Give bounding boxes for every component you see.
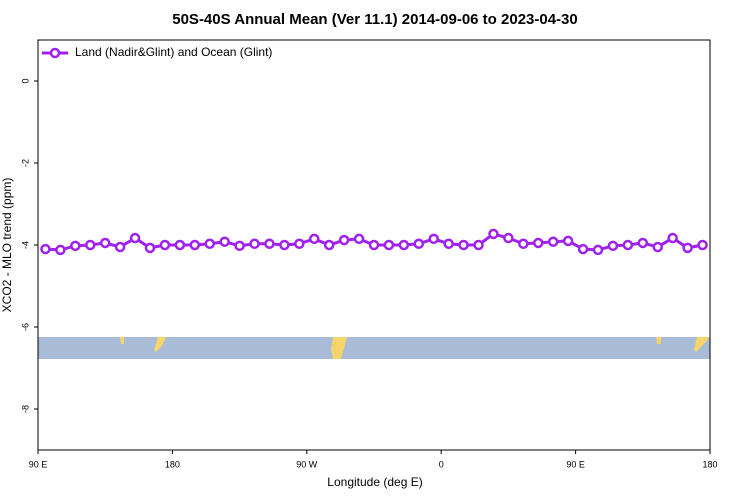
y-tick-label: -6 [20, 323, 30, 331]
map-strip [38, 337, 710, 359]
data-point [204, 238, 215, 250]
data-point [368, 239, 380, 251]
y-tick-label: -8 [20, 405, 30, 413]
data-point [458, 239, 469, 251]
data-point [443, 238, 454, 250]
data-point [652, 241, 663, 253]
data-point [592, 244, 604, 256]
data-point [518, 238, 529, 250]
data-point [144, 242, 156, 254]
data-point [279, 239, 290, 251]
y-axis-label: XCO2 - MLO trend (ppm) [0, 178, 14, 313]
legend: Land (Nadir&Glint) and Ocean (Glint) [42, 45, 272, 59]
x-tick-label: 90 E [566, 459, 585, 469]
data-point [533, 237, 544, 249]
data-point [40, 243, 51, 255]
ocean-strip [38, 337, 710, 359]
data-point [249, 238, 260, 250]
data-point [264, 238, 275, 250]
y-tick-label: -2 [20, 159, 30, 167]
data-point [114, 241, 126, 253]
data-point [697, 239, 708, 251]
data-point [353, 233, 365, 245]
data-point [338, 234, 350, 246]
data-point [189, 239, 201, 251]
data-point [70, 240, 81, 252]
data-point [99, 237, 111, 249]
x-tick-label: 90 E [29, 459, 48, 469]
y-tick-label: -4 [20, 241, 30, 249]
data-point [413, 238, 425, 250]
data-point [129, 232, 141, 244]
data-point [234, 240, 245, 252]
data-point [607, 240, 619, 252]
data-point [503, 232, 514, 244]
data-point [682, 242, 693, 254]
data-point [174, 239, 186, 251]
data-point [294, 238, 305, 250]
x-tick-label: 90 W [296, 459, 318, 469]
data-point [309, 233, 320, 245]
data-point [473, 239, 484, 251]
data-point [577, 243, 589, 255]
data-point [488, 228, 499, 240]
y-tick-label: 0 [20, 78, 30, 83]
data-point [398, 239, 410, 251]
x-tick-label: 180 [165, 459, 180, 469]
data-point [219, 236, 230, 247]
data-point [383, 239, 395, 251]
data-point [562, 235, 574, 247]
data-point [428, 233, 439, 245]
x-tick-label: 0 [439, 459, 444, 469]
data-point [55, 244, 66, 256]
data-point [667, 232, 678, 244]
chart-title: 50S-40S Annual Mean (Ver 11.1) 2014-09-0… [172, 11, 578, 28]
legend-label: Land (Nadir&Glint) and Ocean (Glint) [75, 45, 272, 59]
legend-marker [49, 47, 61, 59]
data-point [159, 239, 171, 251]
data-point [547, 236, 559, 247]
x-tick-label: 180 [702, 459, 717, 469]
data-point [85, 239, 96, 251]
x-axis-label: Longitude (deg E) [327, 475, 422, 489]
data-point [323, 239, 335, 251]
data-point [637, 237, 649, 249]
data-point [622, 239, 634, 251]
